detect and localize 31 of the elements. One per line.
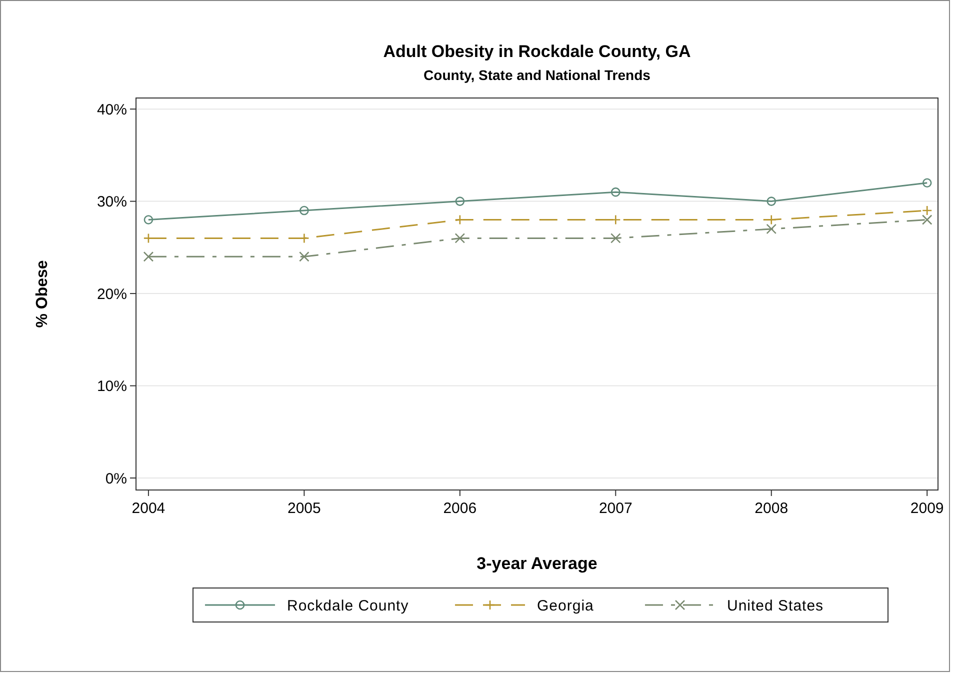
legend-label: United States: [727, 597, 824, 614]
point: [455, 196, 465, 206]
point: [922, 178, 932, 188]
legend-label: Rockdale County: [287, 597, 409, 614]
x-tick-label: 2008: [754, 500, 788, 517]
point: [610, 233, 621, 244]
point: [454, 233, 466, 244]
point: [922, 205, 932, 216]
y-tick-label: 0%: [105, 470, 127, 488]
point: [143, 251, 154, 262]
point: [299, 251, 310, 262]
point: [300, 206, 309, 216]
x-tick-label: 2007: [598, 500, 632, 517]
point: [922, 214, 932, 225]
y-axis-title: % Obese: [34, 260, 51, 328]
point: [766, 224, 777, 234]
chart-title: Adult Obesity in Rockdale County, GA: [383, 42, 691, 61]
y-tick-label: 10%: [96, 378, 127, 396]
y-tick-label: 30%: [96, 194, 127, 211]
point: [766, 196, 776, 206]
x-tick-label: 2009: [910, 500, 944, 517]
x-tick-label: 2005: [288, 500, 321, 517]
legend-label: Georgia: [537, 597, 594, 614]
point: [610, 187, 620, 197]
x-tick-label: 2006: [443, 500, 477, 517]
x-tick-label: 2004: [132, 500, 166, 517]
y-tick-label: 20%: [96, 286, 127, 303]
x-axis-title: 3-year Average: [476, 554, 598, 573]
y-tick-label: 40%: [96, 101, 127, 118]
point: [144, 215, 154, 224]
chart-subtitle: County, State and National Trends: [424, 67, 651, 83]
